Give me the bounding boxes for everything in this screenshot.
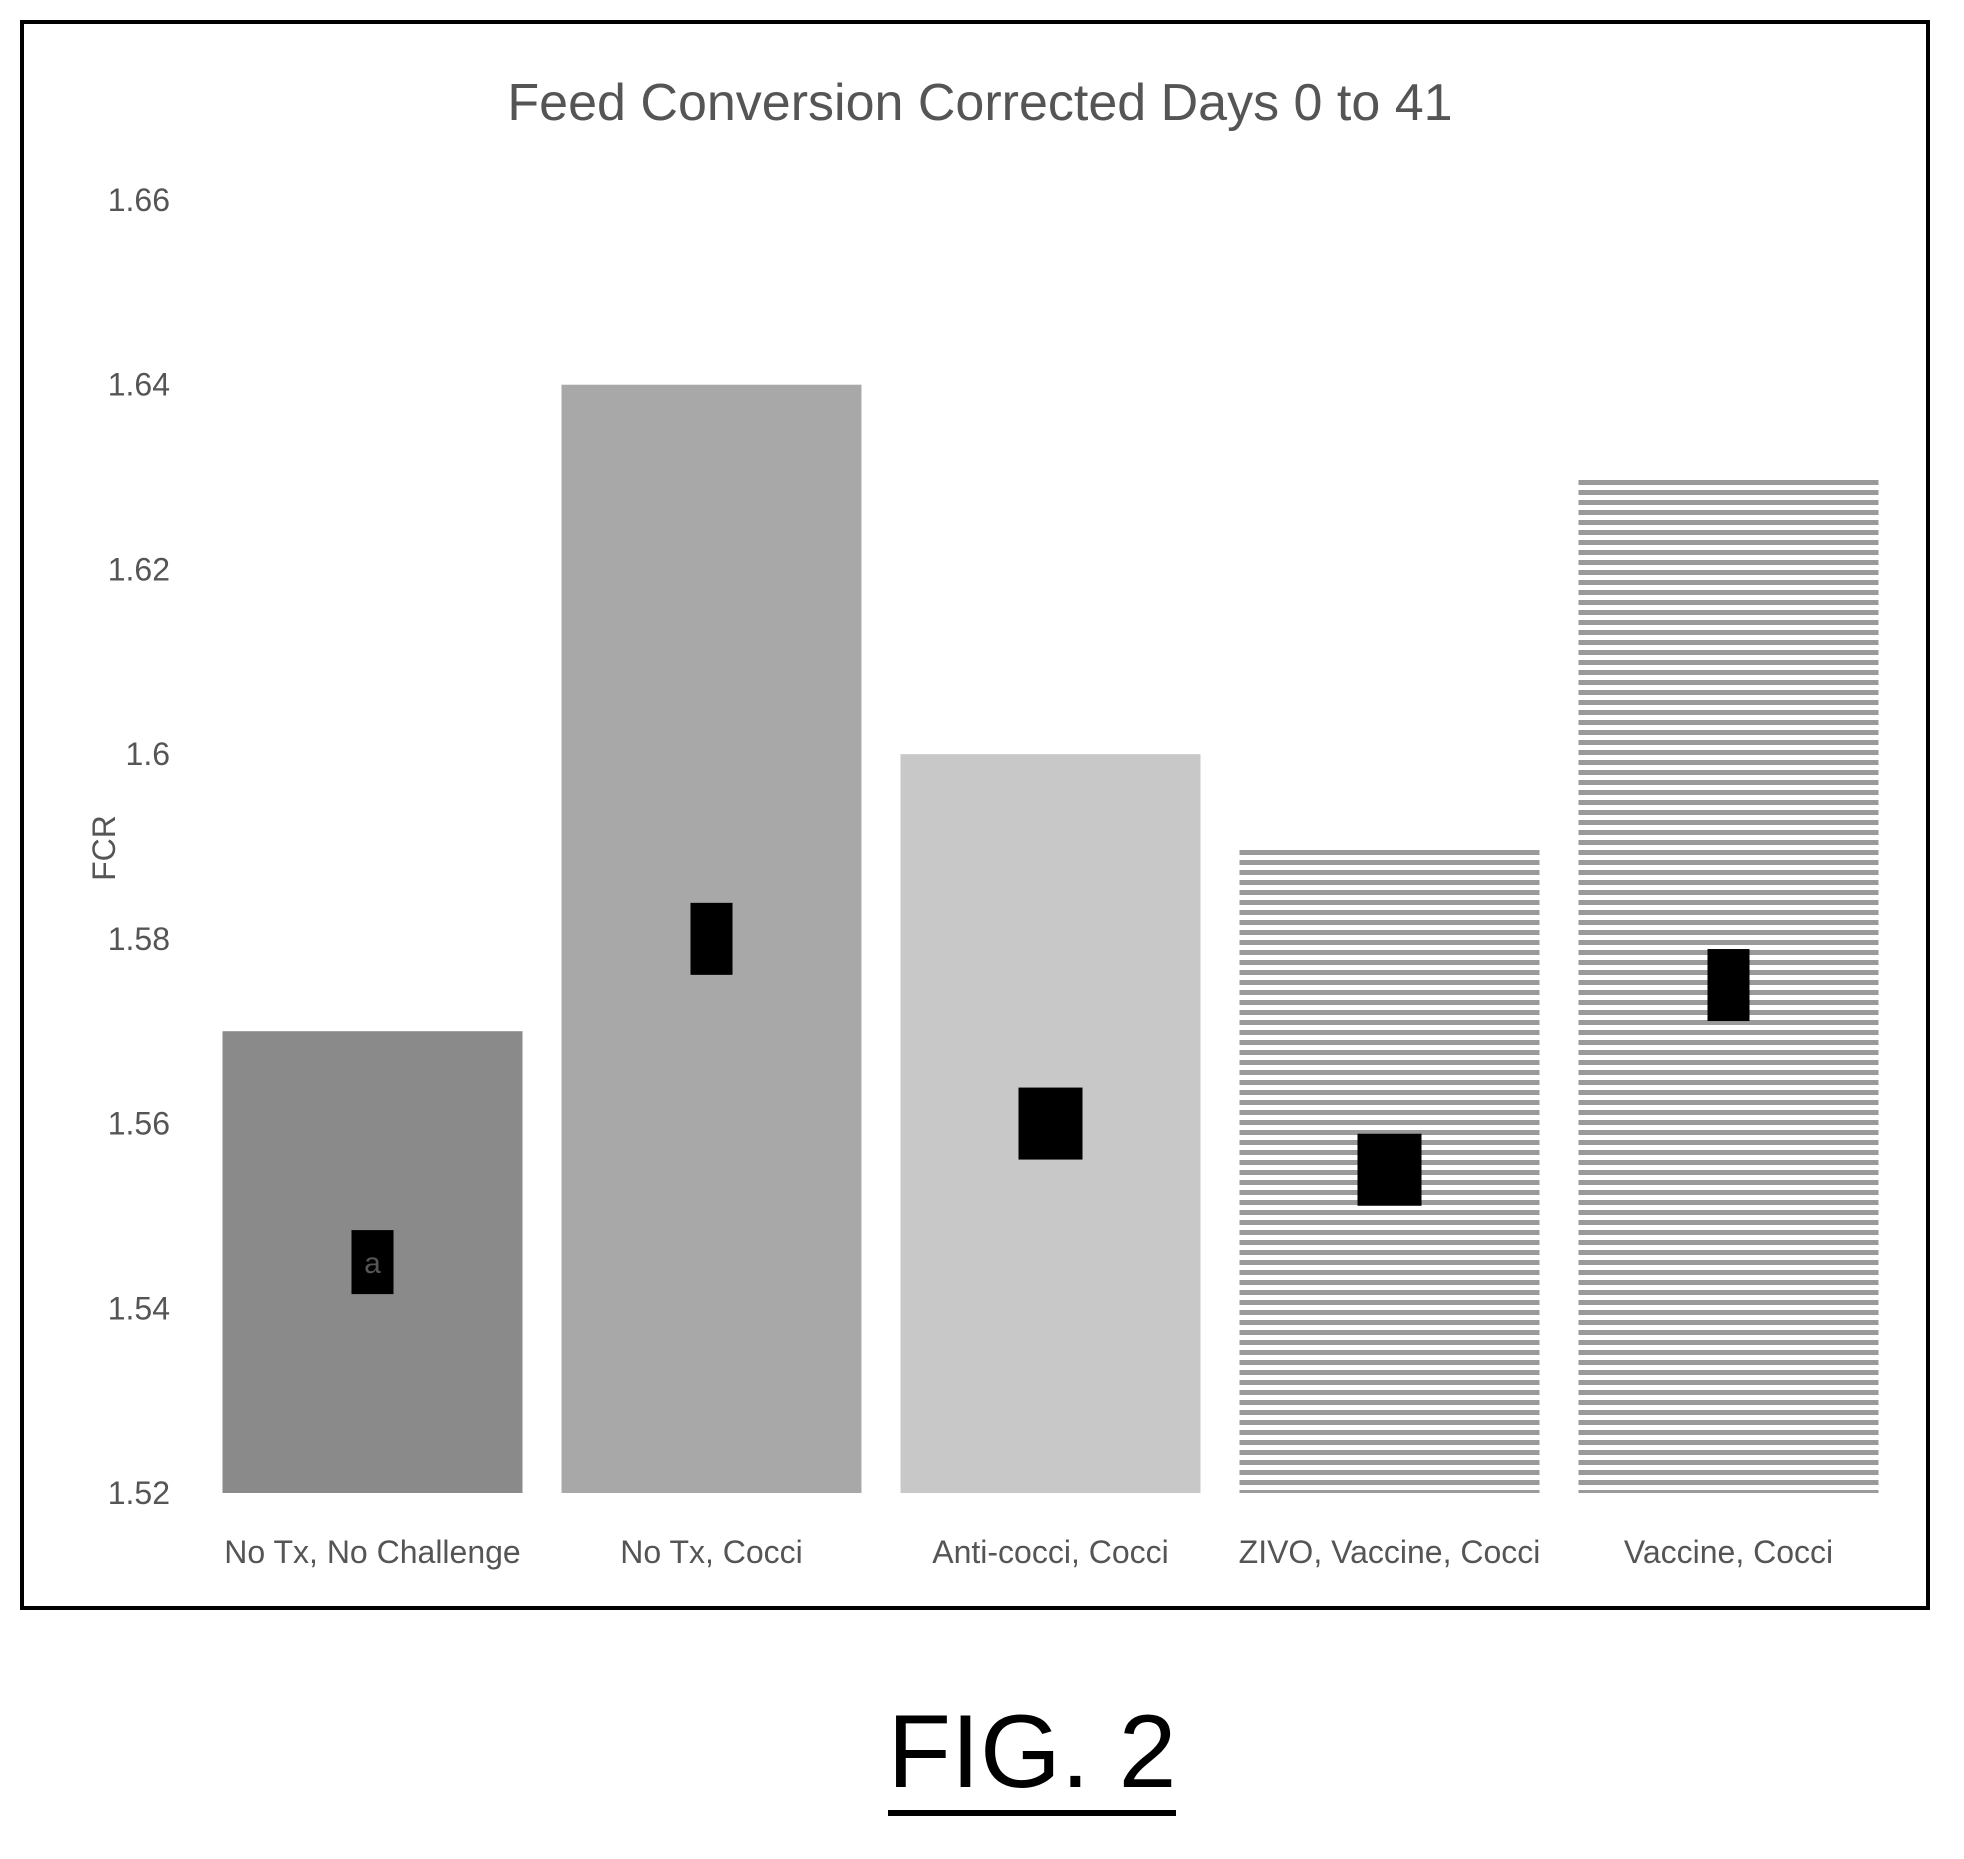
x-tick-label: Vaccine, Cocci [1624, 1534, 1833, 1570]
y-tick-label: 1.64 [108, 367, 170, 403]
y-axis-ticks: 1.52 1.54 1.56 1.58 1.6 1.62 1.64 1.66 [108, 182, 170, 1511]
data-label: a [364, 1247, 381, 1280]
data-label-box [351, 1230, 394, 1295]
x-tick-label: ZIVO, Vaccine, Cocci [1239, 1534, 1541, 1570]
bars-group: a [222, 384, 1879, 1494]
y-tick-label: 1.6 [126, 736, 170, 772]
y-tick-label: 1.62 [108, 551, 170, 587]
y-tick-label: 1.58 [108, 921, 170, 957]
x-axis-labels: No Tx, No Challenge No Tx, Cocci Anti-cocc… [224, 1534, 1833, 1570]
figure-caption-text: FIG. 2 [887, 1700, 1177, 1816]
y-axis-label: FCR [86, 815, 122, 881]
data-label-box [1357, 1133, 1422, 1206]
y-tick-label: 1.66 [108, 182, 170, 218]
data-label-box [690, 902, 733, 975]
data-label-box [1707, 949, 1750, 1022]
y-tick-label: 1.54 [108, 1290, 170, 1326]
y-tick-label: 1.52 [108, 1475, 170, 1511]
data-label-box [1018, 1087, 1083, 1160]
x-tick-label: Anti-cocci, Cocci [932, 1534, 1169, 1570]
x-tick-label: No Tx, Cocci [620, 1534, 803, 1570]
chart-title: Feed Conversion Corrected Days 0 to 41 [507, 74, 1452, 132]
y-tick-label: 1.56 [108, 1106, 170, 1142]
x-tick-label: No Tx, No Challenge [224, 1534, 520, 1570]
figure-caption: FIG. 2 [0, 1700, 1964, 1816]
